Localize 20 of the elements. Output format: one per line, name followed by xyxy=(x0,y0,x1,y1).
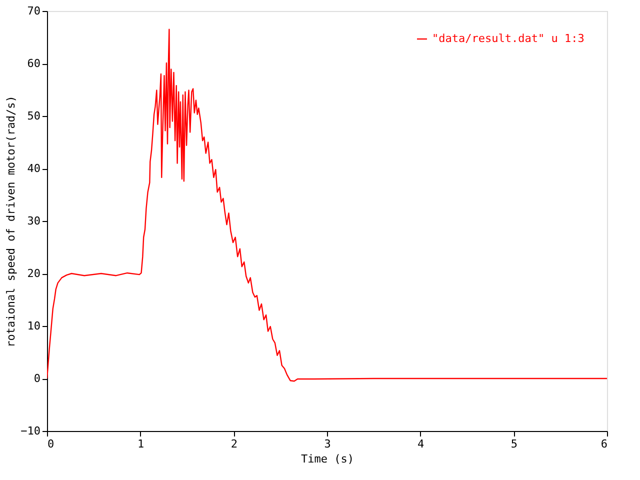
x-tick-label: 3 xyxy=(324,438,331,450)
y-axis-title: rotaional speed of driven motor(rad/s) xyxy=(4,96,18,348)
y-tick-label: 0 xyxy=(34,372,40,385)
x-axis-title: Time (s) xyxy=(301,452,354,466)
y-tick-label: 40 xyxy=(27,162,40,175)
line-series xyxy=(47,28,607,382)
y-tick-label: −10 xyxy=(20,424,40,438)
x-tick-label: 2 xyxy=(230,438,238,450)
y-tick-label: 30 xyxy=(27,214,40,228)
x-tick-label: 5 xyxy=(510,438,518,450)
y-tick-label: 60 xyxy=(27,57,40,70)
x-tick-label: 4 xyxy=(418,438,425,450)
y-tick-label: 10 xyxy=(27,320,40,332)
y-tick-label: 20 xyxy=(27,267,40,280)
x-tick-label: 0 xyxy=(48,438,54,450)
y-tick-label: 70 xyxy=(27,4,40,18)
x-tick-label: 1 xyxy=(138,438,144,450)
legend-label: "data/result.dat" u 1:3 xyxy=(432,32,584,45)
y-tick-label: 50 xyxy=(27,110,40,122)
x-tick-label: 6 xyxy=(600,438,608,450)
